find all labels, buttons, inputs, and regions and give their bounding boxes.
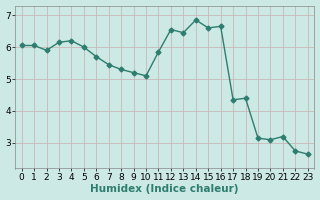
X-axis label: Humidex (Indice chaleur): Humidex (Indice chaleur) bbox=[91, 184, 239, 194]
